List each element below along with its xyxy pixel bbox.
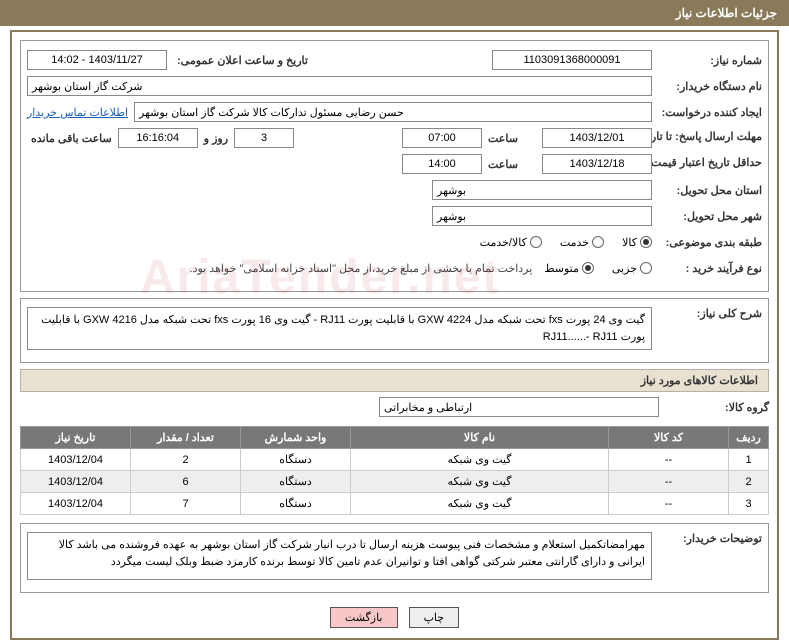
value-goods-group: ارتباطی و مخابراتی bbox=[379, 397, 659, 417]
purchase-type-radio-0[interactable] bbox=[640, 262, 652, 274]
items-table: ردیفکد کالانام کالاواحد شمارشتعداد / مقد… bbox=[20, 426, 769, 515]
general-desc-panel: شرح کلی نیاز: گیت وی 24 پورت fxs تحت شبک… bbox=[20, 298, 769, 363]
value-buyer-notes: مهرامضاتکمیل استعلام و مشخصات فنی پیوست … bbox=[27, 532, 652, 580]
purchase-type-option-1[interactable]: متوسط bbox=[544, 262, 594, 275]
table-cell: 1 bbox=[729, 449, 769, 471]
label-city: شهر محل تحویل: bbox=[652, 210, 762, 223]
table-header-2: نام کالا bbox=[351, 427, 609, 449]
table-header-1: کد کالا bbox=[609, 427, 729, 449]
label-remaining: ساعت باقی مانده bbox=[27, 132, 118, 145]
table-cell: 1403/12/04 bbox=[21, 449, 131, 471]
table-cell: دستگاه bbox=[241, 471, 351, 493]
table-row: 2--گیت وی شبکهدستگاه61403/12/04 bbox=[21, 471, 769, 493]
label-purchase-type: نوع فرآیند خرید : bbox=[652, 262, 762, 275]
table-cell: 7 bbox=[131, 493, 241, 515]
subject-class-option-2[interactable]: کالا/خدمت bbox=[480, 236, 542, 249]
subject-class-label-1: خدمت bbox=[560, 236, 589, 249]
purchase-type-radios: جزیی متوسط bbox=[544, 262, 652, 275]
label-general-desc: شرح کلی نیاز: bbox=[652, 307, 762, 320]
print-button[interactable]: چاپ bbox=[409, 607, 460, 628]
subject-class-label-2: کالا/خدمت bbox=[480, 236, 527, 249]
subject-class-label-0: کالا bbox=[622, 236, 637, 249]
value-city: بوشهر bbox=[432, 206, 652, 226]
subject-class-radio-2[interactable] bbox=[530, 236, 542, 248]
table-row: 1--گیت وی شبکهدستگاه21403/12/04 bbox=[21, 449, 769, 471]
subject-class-option-0[interactable]: کالا bbox=[622, 236, 652, 249]
table-cell: 6 bbox=[131, 471, 241, 493]
value-general-desc: گیت وی 24 پورت fxs تحت شبکه مدل GXW 4224… bbox=[27, 307, 652, 350]
value-days-left: 3 bbox=[234, 128, 294, 148]
button-row: چاپ بازگشت bbox=[20, 599, 769, 630]
buyer-contact-link[interactable]: اطلاعات تماس خریدار bbox=[27, 106, 134, 119]
label-price-valid: حداقل تاریخ اعتبار قیمت: تا تاریخ: bbox=[652, 157, 762, 170]
buyer-notes-panel: توضیحات خریدار: مهرامضاتکمیل استعلام و م… bbox=[20, 523, 769, 593]
table-header-5: تاریخ نیاز bbox=[21, 427, 131, 449]
table-header-0: ردیف bbox=[729, 427, 769, 449]
label-province: استان محل تحویل: bbox=[652, 184, 762, 197]
table-header-3: واحد شمارش bbox=[241, 427, 351, 449]
table-cell: دستگاه bbox=[241, 493, 351, 515]
value-time-left: 16:16:04 bbox=[118, 128, 198, 148]
table-cell: دستگاه bbox=[241, 449, 351, 471]
label-req-no: شماره نیاز: bbox=[652, 54, 762, 67]
table-cell: -- bbox=[609, 471, 729, 493]
table-cell: 2 bbox=[131, 449, 241, 471]
main-frame: شماره نیاز: 1103091368000091 تاریخ و ساع… bbox=[10, 30, 779, 640]
label-subject-class: طبقه بندی موضوعی: bbox=[652, 236, 762, 249]
label-hour-2: ساعت bbox=[482, 158, 542, 171]
table-row: 3--گیت وی شبکهدستگاه71403/12/04 bbox=[21, 493, 769, 515]
table-cell: 1403/12/04 bbox=[21, 493, 131, 515]
label-buyer-org: نام دستگاه خریدار: bbox=[652, 80, 762, 93]
table-cell: 3 bbox=[729, 493, 769, 515]
subject-class-radio-1[interactable] bbox=[592, 236, 604, 248]
purchase-type-radio-1[interactable] bbox=[582, 262, 594, 274]
table-cell: 2 bbox=[729, 471, 769, 493]
label-requester: ایجاد کننده درخواست: bbox=[652, 106, 762, 119]
page-title: جزئیات اطلاعات نیاز bbox=[0, 0, 789, 26]
table-cell: -- bbox=[609, 449, 729, 471]
header-info-panel: شماره نیاز: 1103091368000091 تاریخ و ساع… bbox=[20, 40, 769, 292]
back-button[interactable]: بازگشت bbox=[330, 607, 398, 628]
label-announce: تاریخ و ساعت اعلان عمومی: bbox=[173, 54, 308, 67]
purchase-type-label-0: جزیی bbox=[612, 262, 637, 275]
label-days-and: روز و bbox=[198, 132, 234, 145]
table-cell: گیت وی شبکه bbox=[351, 471, 609, 493]
value-requester: حسن رضایی مسئول تدارکات کالا شرکت گاز اس… bbox=[134, 102, 652, 122]
purchase-type-option-0[interactable]: جزیی bbox=[612, 262, 652, 275]
table-cell: -- bbox=[609, 493, 729, 515]
table-header-4: تعداد / مقدار bbox=[131, 427, 241, 449]
label-goods-group: گروه کالا: bbox=[659, 401, 769, 414]
value-province: بوشهر bbox=[432, 180, 652, 200]
value-reply-time: 07:00 bbox=[402, 128, 482, 148]
label-hour-1: ساعت bbox=[482, 132, 542, 145]
value-announce: 1403/11/27 - 14:02 bbox=[27, 50, 167, 70]
purchase-type-label-1: متوسط bbox=[544, 262, 579, 275]
value-buyer-org: شرکت گاز استان بوشهر bbox=[27, 76, 652, 96]
payment-note: پرداخت تمام یا بخشی از مبلغ خرید،از محل … bbox=[190, 262, 545, 275]
table-cell: 1403/12/04 bbox=[21, 471, 131, 493]
value-price-time: 14:00 bbox=[402, 154, 482, 174]
value-price-date: 1403/12/18 bbox=[542, 154, 652, 174]
subject-class-radio-0[interactable] bbox=[640, 236, 652, 248]
items-section-header: اطلاعات کالاهای مورد نیاز bbox=[20, 369, 769, 392]
subject-class-option-1[interactable]: خدمت bbox=[560, 236, 604, 249]
label-buyer-notes: توضیحات خریدار: bbox=[652, 532, 762, 545]
label-reply-deadline: مهلت ارسال پاسخ: تا تاریخ: bbox=[652, 131, 762, 144]
table-cell: گیت وی شبکه bbox=[351, 449, 609, 471]
subject-class-radios: کالا خدمت کالا/خدمت bbox=[480, 236, 652, 249]
table-cell: گیت وی شبکه bbox=[351, 493, 609, 515]
value-reply-date: 1403/12/01 bbox=[542, 128, 652, 148]
value-req-no: 1103091368000091 bbox=[492, 50, 652, 70]
